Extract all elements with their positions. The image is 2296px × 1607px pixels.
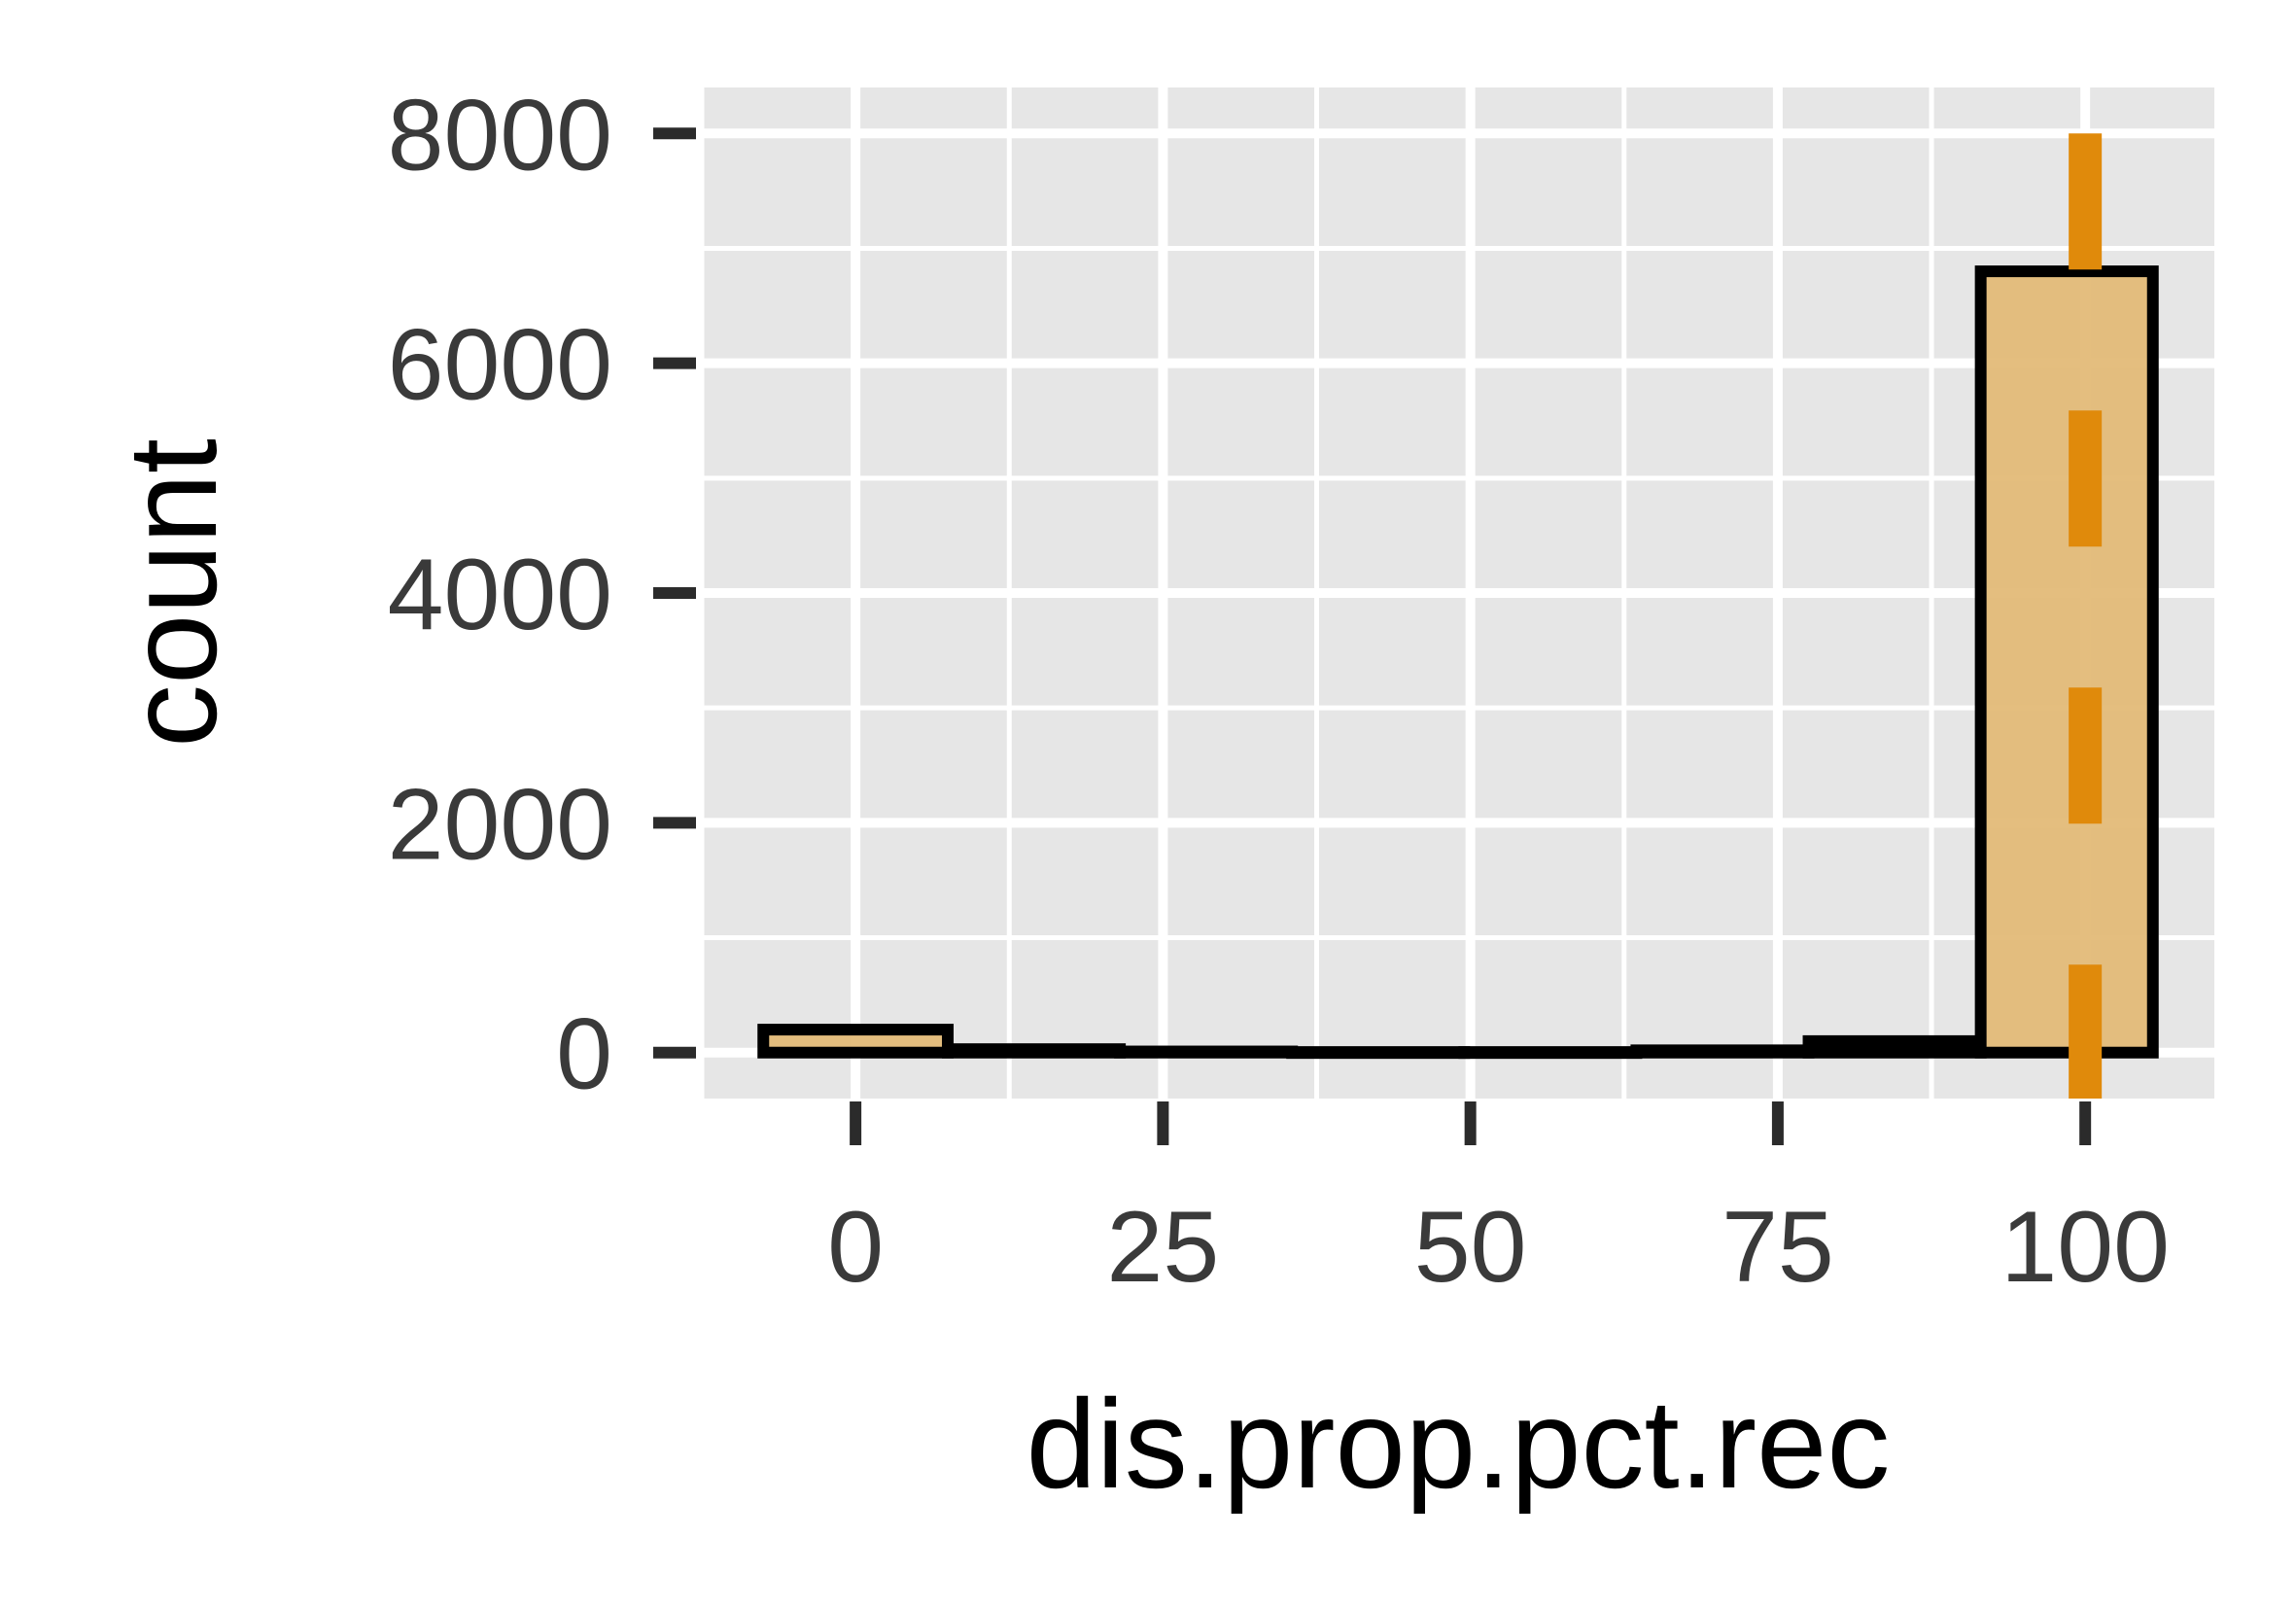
- histogram-bar: [1802, 1034, 1987, 1059]
- histogram-bar: [1974, 265, 2159, 1059]
- y-tick-label: 8000: [388, 79, 612, 192]
- x-tick-label: 50: [1414, 1191, 1527, 1304]
- histogram-bar: [1286, 1046, 1471, 1060]
- x-tick-label: 100: [2000, 1191, 2170, 1304]
- histogram-bar: [1630, 1044, 1815, 1059]
- x-tick-label: 25: [1107, 1191, 1220, 1304]
- histogram-bars: [757, 265, 2159, 1060]
- histogram-bar: [757, 1024, 955, 1059]
- x-tick-label: 0: [827, 1191, 884, 1304]
- y-tick-label: 0: [556, 998, 612, 1111]
- x-axis-title: dis.prop.pct.rec: [1026, 1373, 1891, 1515]
- y-axis-title: count: [101, 438, 243, 748]
- histogram-bar: [942, 1043, 1127, 1059]
- histogram-bar: [1114, 1045, 1299, 1059]
- y-tick-label: 4000: [388, 539, 612, 651]
- x-tick-label: 75: [1722, 1191, 1834, 1304]
- y-axis: 0 2000 4000 6000 8000: [388, 79, 696, 1111]
- y-tick-label: 6000: [388, 309, 612, 422]
- histogram-bar: [1458, 1046, 1643, 1060]
- y-tick-label: 2000: [388, 768, 612, 881]
- x-axis: 0 25 50 75 100: [827, 1101, 2170, 1304]
